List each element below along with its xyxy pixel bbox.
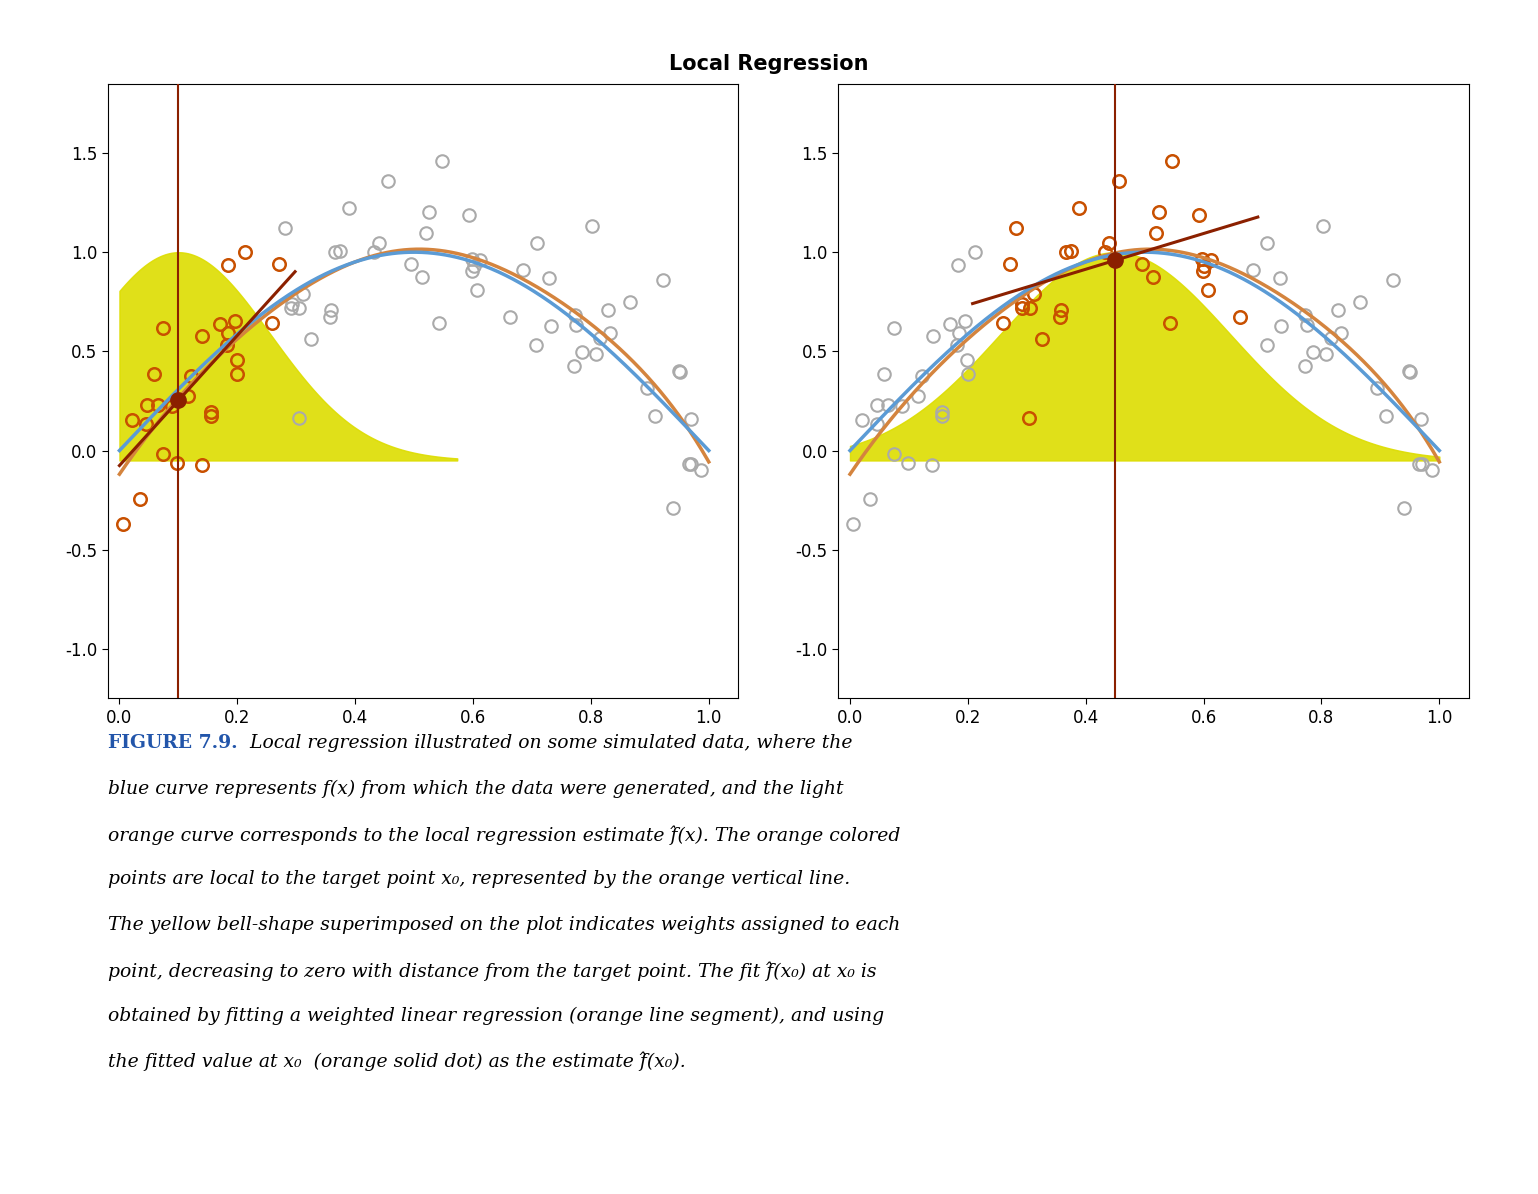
Text: Local Regression: Local Regression	[669, 54, 869, 74]
Text: points are local to the target point x₀, represented by the orange vertical line: points are local to the target point x₀,…	[108, 870, 851, 888]
Text: point, decreasing to zero with distance from the target point. The fit f̂(x₀) at: point, decreasing to zero with distance …	[108, 961, 877, 980]
Text: obtained by fitting a weighted linear regression (orange line segment), and usin: obtained by fitting a weighted linear re…	[108, 1007, 884, 1024]
Text: FIGURE 7.9.: FIGURE 7.9.	[108, 734, 237, 752]
Text: orange curve corresponds to the local regression estimate f̂(x). The orange colo: orange curve corresponds to the local re…	[108, 825, 900, 844]
Text: The yellow bell-shape superimposed on the plot indicates weights assigned to eac: The yellow bell-shape superimposed on th…	[108, 916, 900, 934]
Text: the fitted value at x₀  (orange solid dot) as the estimate f̂(x₀).: the fitted value at x₀ (orange solid dot…	[108, 1052, 686, 1071]
Text: blue curve represents f(x) from which the data were generated, and the light: blue curve represents f(x) from which th…	[108, 780, 843, 798]
Text: Local regression illustrated on some simulated data, where the: Local regression illustrated on some sim…	[238, 734, 854, 752]
